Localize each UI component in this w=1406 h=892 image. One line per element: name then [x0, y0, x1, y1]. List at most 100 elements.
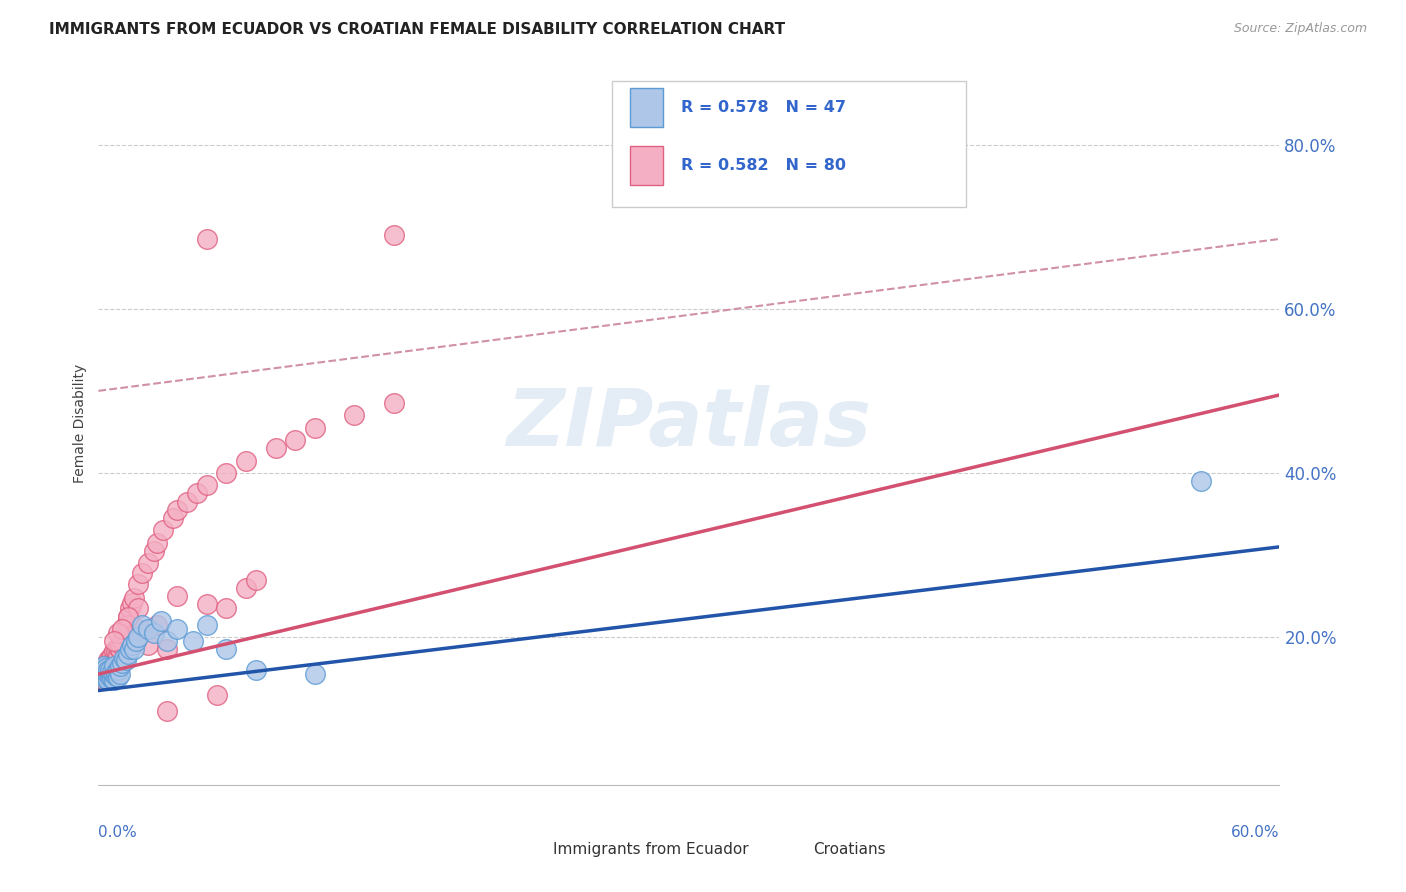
Point [96, 663, 118, 677]
Point [91, 663, 114, 677]
Point [117, 618, 139, 632]
Point [284, 433, 307, 447]
Point [93, 673, 115, 687]
Point [103, 673, 125, 687]
Point [107, 626, 129, 640]
Point [146, 535, 169, 549]
Point [115, 653, 138, 667]
Point [97, 657, 120, 671]
Point [91, 667, 114, 681]
Point [108, 659, 131, 673]
Point [105, 669, 128, 683]
Point [235, 453, 257, 467]
Point [127, 622, 149, 636]
Point [156, 704, 179, 718]
Bar [778, 841, 799, 859]
Point [195, 598, 218, 612]
Text: Croatians: Croatians [813, 842, 886, 857]
Point [97, 667, 120, 681]
Point [136, 622, 159, 636]
Point [105, 650, 128, 665]
Point [215, 642, 238, 657]
Point [89, 667, 111, 681]
Point [166, 589, 188, 603]
Point [96, 669, 118, 683]
Point [112, 650, 135, 665]
Point [162, 511, 184, 525]
Point [121, 639, 143, 653]
Point [89, 661, 111, 675]
Point [91, 663, 114, 677]
Point [1189, 474, 1212, 488]
Point [89, 667, 111, 681]
Point [98, 669, 121, 683]
Bar [517, 841, 538, 859]
Text: R = 0.578   N = 47: R = 0.578 N = 47 [681, 100, 845, 115]
Point [97, 653, 120, 667]
Point [127, 601, 149, 615]
Point [96, 659, 118, 673]
Point [111, 657, 134, 671]
Point [382, 227, 405, 242]
Text: Immigrants from Ecuador: Immigrants from Ecuador [553, 842, 749, 857]
Point [136, 556, 159, 570]
Point [176, 494, 198, 508]
Point [195, 232, 218, 246]
Point [97, 663, 120, 677]
Point [103, 650, 125, 665]
Point [195, 618, 218, 632]
Point [122, 642, 145, 657]
Point [215, 466, 238, 480]
Point [146, 618, 169, 632]
Point [205, 688, 228, 702]
Point [101, 663, 124, 677]
Point [112, 626, 135, 640]
Point [108, 667, 131, 681]
Point [97, 673, 120, 687]
Point [101, 671, 124, 685]
Bar [630, 145, 664, 186]
Point [108, 642, 131, 657]
Text: Source: ZipAtlas.com: Source: ZipAtlas.com [1233, 22, 1367, 36]
Point [103, 644, 125, 658]
Text: IMMIGRANTS FROM ECUADOR VS CROATIAN FEMALE DISABILITY CORRELATION CHART: IMMIGRANTS FROM ECUADOR VS CROATIAN FEMA… [49, 22, 786, 37]
Point [215, 601, 238, 615]
Point [107, 640, 129, 654]
Point [118, 642, 141, 657]
Point [166, 503, 188, 517]
Point [105, 665, 128, 679]
Point [98, 666, 121, 681]
Point [107, 663, 129, 677]
Point [98, 650, 121, 665]
Point [166, 622, 188, 636]
Y-axis label: Female Disability: Female Disability [73, 364, 87, 483]
Point [304, 421, 326, 435]
Point [150, 614, 173, 628]
Point [117, 609, 139, 624]
Point [131, 618, 153, 632]
Point [107, 669, 129, 683]
Point [245, 663, 267, 677]
Point [156, 634, 179, 648]
Point [101, 648, 124, 663]
Point [181, 634, 204, 648]
Point [122, 591, 145, 605]
Point [127, 630, 149, 644]
Point [93, 671, 115, 685]
Point [125, 634, 148, 648]
Point [127, 576, 149, 591]
Point [93, 661, 115, 675]
Bar [630, 87, 664, 128]
Point [343, 409, 366, 423]
Point [117, 609, 139, 624]
Point [382, 396, 405, 410]
Point [97, 661, 120, 675]
Point [93, 669, 115, 683]
Point [105, 644, 128, 658]
Point [118, 601, 141, 615]
Point [136, 639, 159, 653]
Point [96, 665, 118, 679]
Point [142, 544, 165, 558]
Point [111, 634, 134, 648]
Point [304, 667, 326, 681]
